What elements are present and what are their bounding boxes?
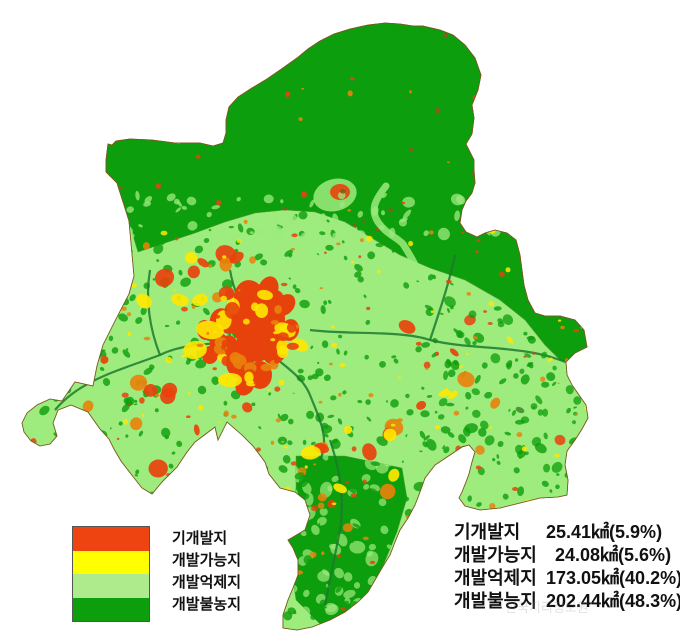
svg-text:한국지리정보원: 한국지리정보원 xyxy=(505,600,589,615)
